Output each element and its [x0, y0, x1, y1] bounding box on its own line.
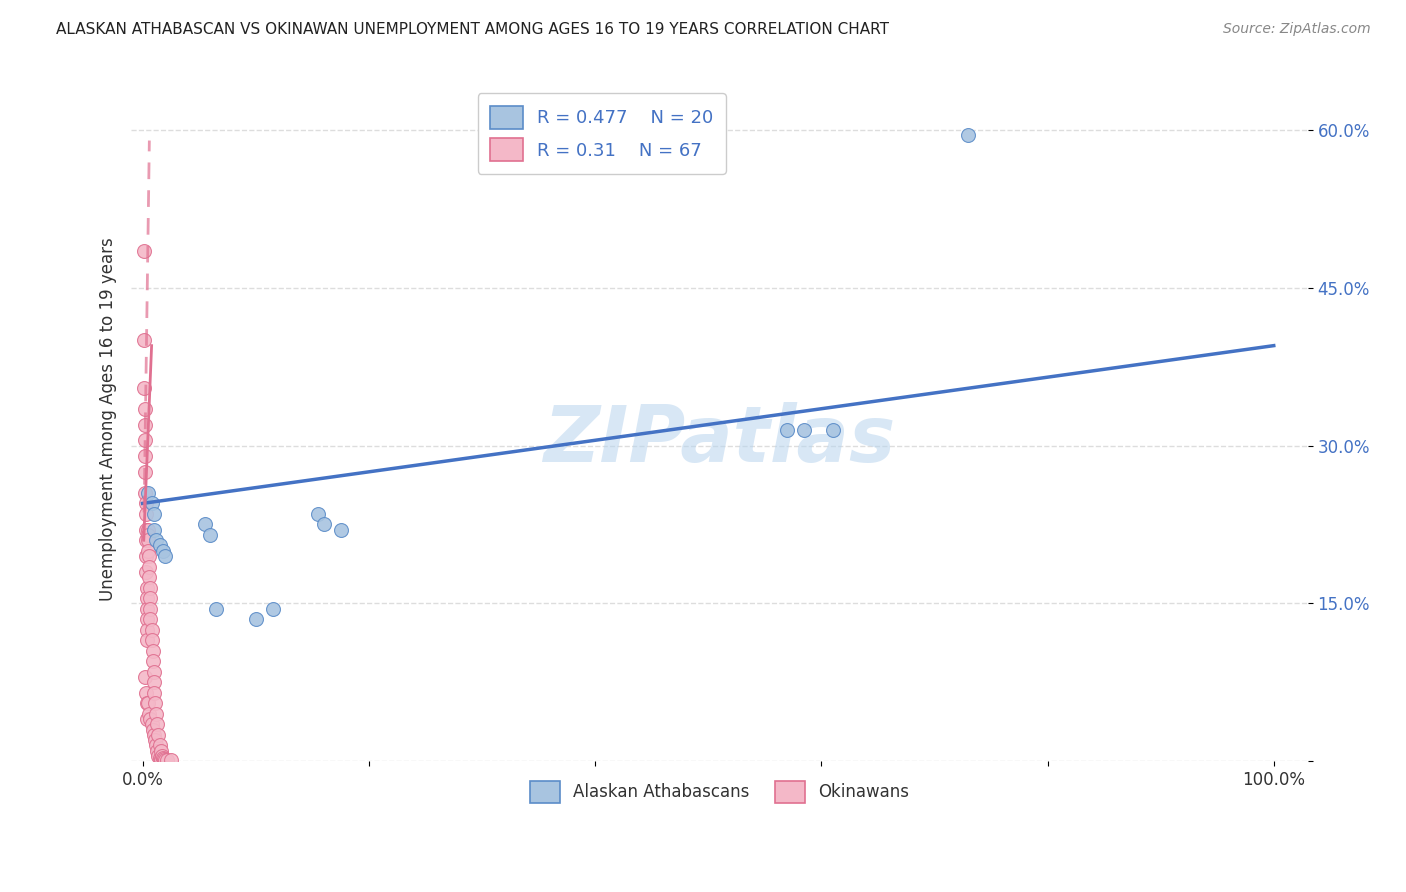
Point [141, 717, 163, 731]
Point [194, 517, 217, 532]
Point [132, 334, 155, 348]
Point [156, 753, 179, 767]
Point [136, 712, 159, 726]
Point [141, 633, 163, 648]
Point [149, 743, 172, 757]
Point [152, 751, 174, 765]
Point [200, 528, 222, 542]
Point [153, 752, 176, 766]
Point [136, 543, 159, 558]
Point [148, 539, 170, 553]
Point [329, 523, 352, 537]
Point [142, 507, 165, 521]
Point [205, 601, 228, 615]
Legend: Alaskan Athabascans, Okinawans: Alaskan Athabascans, Okinawans [519, 770, 921, 814]
Point [136, 581, 159, 595]
Text: Source: ZipAtlas.com: Source: ZipAtlas.com [1223, 22, 1371, 37]
Point [136, 623, 159, 637]
Point [142, 728, 165, 742]
Point [136, 601, 159, 615]
Point [138, 706, 160, 721]
Point [143, 696, 166, 710]
Point [957, 128, 980, 143]
Point [134, 670, 156, 684]
Point [136, 486, 159, 500]
Point [135, 507, 157, 521]
Point [135, 549, 157, 563]
Point [145, 706, 167, 721]
Text: ALASKAN ATHABASCAN VS OKINAWAN UNEMPLOYMENT AMONG AGES 16 TO 19 YEARS CORRELATIO: ALASKAN ATHABASCAN VS OKINAWAN UNEMPLOYM… [56, 22, 889, 37]
Point [146, 717, 169, 731]
Point [148, 739, 170, 753]
Point [136, 696, 159, 710]
Point [262, 601, 284, 615]
Point [152, 543, 174, 558]
Point [245, 612, 267, 626]
Point [138, 559, 160, 574]
Point [148, 748, 170, 763]
Point [142, 665, 165, 679]
Point [776, 423, 799, 437]
Point [143, 733, 166, 747]
Point [160, 753, 183, 767]
Point [136, 533, 159, 548]
Point [134, 401, 156, 416]
Point [148, 751, 170, 765]
Point [134, 417, 156, 432]
Point [134, 449, 156, 463]
Point [142, 643, 165, 657]
Point [821, 423, 844, 437]
Point [135, 496, 157, 510]
Point [145, 739, 167, 753]
Point [136, 612, 159, 626]
Point [307, 507, 329, 521]
Text: ZIPatlas: ZIPatlas [543, 401, 896, 478]
Point [135, 565, 157, 579]
Point [139, 612, 162, 626]
Point [149, 752, 172, 766]
Point [135, 533, 157, 548]
Point [136, 523, 159, 537]
Point [139, 591, 162, 605]
Point [145, 533, 167, 548]
Point [142, 723, 165, 737]
Point [153, 549, 176, 563]
Point [134, 486, 156, 500]
Point [793, 423, 815, 437]
Point [136, 591, 159, 605]
Point [142, 675, 165, 690]
Point [139, 712, 162, 726]
Point [134, 465, 156, 479]
Point [134, 434, 156, 448]
Point [138, 549, 160, 563]
Point [136, 633, 159, 648]
Point [148, 728, 170, 742]
Point [146, 743, 169, 757]
Point [150, 748, 173, 763]
Y-axis label: Unemployment Among Ages 16 to 19 years: Unemployment Among Ages 16 to 19 years [100, 237, 117, 601]
Point [138, 570, 160, 584]
Point [136, 696, 159, 710]
Point [135, 686, 157, 700]
Point [153, 753, 176, 767]
Point [135, 523, 157, 537]
Point [142, 686, 165, 700]
Point [132, 381, 155, 395]
Point [141, 496, 163, 510]
Point [139, 601, 162, 615]
Point [141, 623, 163, 637]
Point [136, 528, 159, 542]
Point [139, 581, 162, 595]
Point [312, 517, 335, 532]
Point [142, 523, 165, 537]
Point [132, 244, 155, 258]
Point [142, 654, 165, 668]
